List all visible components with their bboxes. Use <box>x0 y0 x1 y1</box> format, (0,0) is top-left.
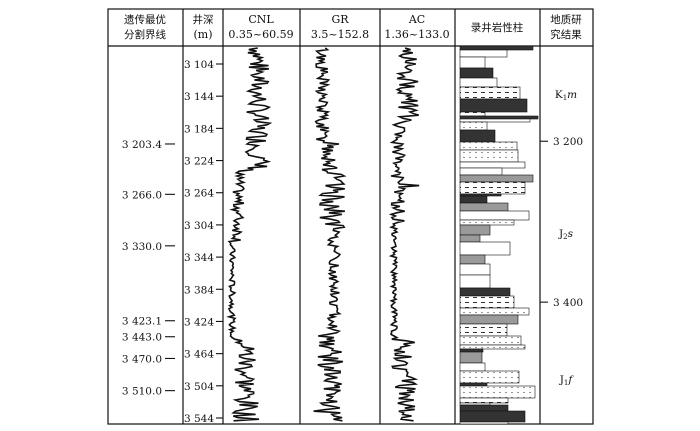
lithology-layer <box>459 98 528 113</box>
lithology-layer <box>459 77 498 88</box>
lithology-header: 录井岩性柱 <box>471 21 524 34</box>
lithology-layer <box>459 344 526 350</box>
lithology-layer <box>459 362 486 372</box>
result-header-line1: 地质研 <box>550 13 582 26</box>
lithology-layer <box>459 335 522 346</box>
boundary-header-line2: 分割界线 <box>124 28 166 41</box>
depth-tick-label: 3 384 <box>184 284 214 296</box>
lithology-layer <box>459 118 531 123</box>
lithology-layer <box>459 56 486 69</box>
lithology-layer <box>459 67 494 79</box>
result-header-line2: 究结果 <box>550 28 582 41</box>
gr-log-curve <box>313 47 347 422</box>
lithology-layer <box>459 129 496 143</box>
lithology-layer <box>459 193 502 197</box>
ac-log-curve <box>388 47 420 422</box>
depth-tick-label: 3 184 <box>184 123 214 135</box>
cnl-header-name: CNL <box>248 13 274 26</box>
result-tick-label: 3 400 <box>553 297 583 309</box>
boundary-label: 3 203.4 <box>122 139 162 151</box>
depth-tick-label: 3 424 <box>184 316 214 328</box>
boundary-axis: 3 203.4 3 266.0 3 330.0 3 423.1 3 443.0 3 470… <box>122 139 175 398</box>
lithology-column <box>459 45 539 425</box>
depth-tick-label: 3 344 <box>184 252 214 264</box>
lithology-layer <box>459 421 509 425</box>
boundary-label: 3 266.0 <box>122 189 162 201</box>
lithology-layer <box>459 167 503 176</box>
boundary-label: 3 510.0 <box>122 386 162 398</box>
lithology-layer <box>459 397 509 404</box>
lithology-layer <box>459 111 486 117</box>
lithology-layer <box>459 382 488 387</box>
boundary-label: 3 423.1 <box>122 316 162 328</box>
lithology-layer <box>459 254 486 265</box>
lithology-layer <box>459 274 491 289</box>
depth-tick-label: 3 304 <box>184 220 214 232</box>
lithology-layer <box>459 49 508 58</box>
gr-header-range: 3.5~152.8 <box>311 28 369 41</box>
lithology-layer <box>459 161 526 169</box>
depth-tick-label: 3 224 <box>184 156 214 168</box>
lithology-layer <box>459 385 536 399</box>
lithology-layer <box>459 195 488 204</box>
formation-label-j2s: J2s <box>558 228 574 241</box>
lithology-layer <box>459 45 534 51</box>
lithology-layer <box>459 241 511 256</box>
lithology-layer <box>459 263 491 276</box>
lithology-layer <box>459 314 519 325</box>
lithology-layer <box>459 404 509 412</box>
lithology-layer <box>459 149 519 163</box>
depth-header-line2: (m) <box>193 28 212 41</box>
lithology-layer <box>459 287 511 297</box>
result-axis: 3 200 3 400 <box>540 136 583 309</box>
gr-header-name: GR <box>331 13 349 26</box>
lithology-layer <box>459 121 488 131</box>
depth-axis: 3 104 3 144 3 184 3 224 3 264 3 304 3 344 3 384… <box>184 59 223 425</box>
lithology-layer <box>459 410 526 423</box>
lithology-layer <box>459 295 515 309</box>
cnl-log-curve <box>226 47 273 422</box>
boundary-label: 3 470.0 <box>122 353 162 365</box>
boundary-header-line1: 遗传最优 <box>124 13 166 26</box>
ac-header-name: AC <box>408 13 425 26</box>
lithology-layer <box>459 370 520 384</box>
lithology-layer <box>459 348 484 353</box>
depth-tick-label: 3 104 <box>184 59 214 71</box>
lithology-layer <box>459 202 509 212</box>
lithology-layer <box>459 323 508 337</box>
lithology-layer <box>459 141 518 151</box>
lithology-layer <box>459 224 491 236</box>
lithology-layer <box>459 219 515 226</box>
boundary-label: 3 330.0 <box>122 241 162 253</box>
lithology-layer <box>459 307 530 316</box>
depth-tick-label: 3 504 <box>184 381 214 393</box>
depth-header-line1: 井深 <box>193 13 214 26</box>
depth-tick-label: 3 544 <box>184 413 214 425</box>
lithology-layer <box>459 174 534 183</box>
depth-tick-label: 3 464 <box>184 349 214 361</box>
lithology-layer <box>459 234 481 243</box>
depth-tick-label: 3 264 <box>184 188 214 200</box>
formation-label-j1f: J1f <box>559 374 575 387</box>
lithology-layer <box>459 115 539 120</box>
boundary-label: 3 443.0 <box>122 332 162 344</box>
lithology-layer <box>459 86 521 100</box>
lithology-layer <box>459 181 526 195</box>
formation-label-k1m: K1m <box>555 89 577 102</box>
result-tick-label: 3 200 <box>553 136 583 148</box>
cnl-header-range: 0.35~60.59 <box>228 28 293 41</box>
lithology-layer <box>459 210 530 221</box>
depth-tick-label: 3 144 <box>184 91 214 103</box>
lithology-layer <box>459 351 483 364</box>
ac-header-range: 1.36~133.0 <box>384 28 449 41</box>
